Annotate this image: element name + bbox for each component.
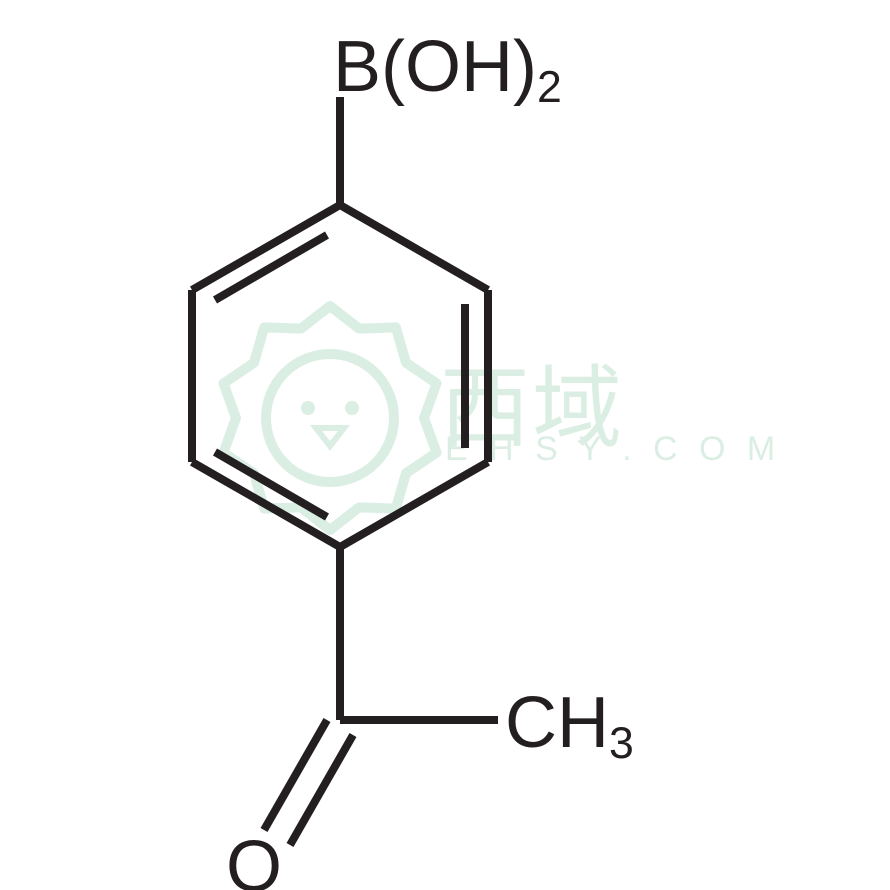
label-ch3: CH3 bbox=[505, 682, 634, 769]
label-boh2: B(OH)2 bbox=[333, 26, 562, 113]
molecule-svg bbox=[0, 0, 890, 890]
label-o: O bbox=[226, 826, 282, 890]
